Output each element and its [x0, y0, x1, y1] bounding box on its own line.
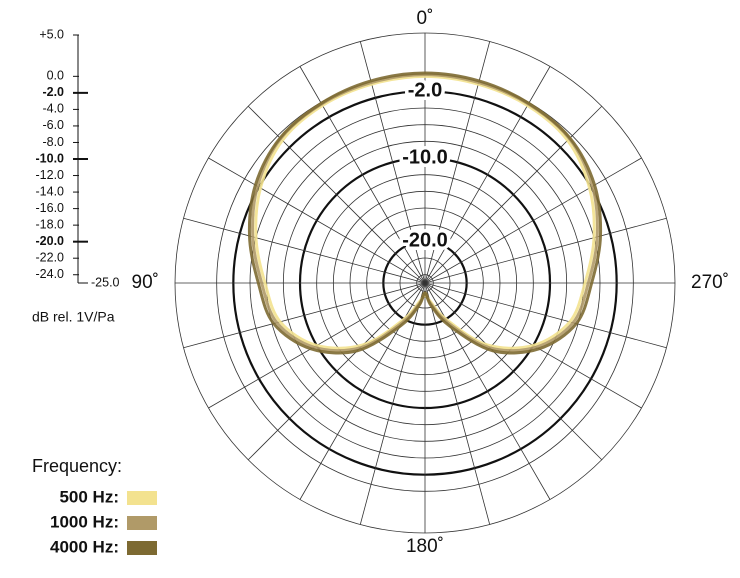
scale-label: -20.0 [36, 234, 65, 248]
scale-label: -12.0 [36, 168, 65, 182]
scale-label: -18.0 [36, 217, 65, 231]
legend-swatch [127, 516, 157, 530]
scale-label: -10.0 [36, 151, 65, 165]
spoke [424, 157, 642, 284]
scale-label: -25.0 [91, 275, 120, 289]
scale-label: +5.0 [39, 27, 64, 41]
spoke [208, 157, 426, 284]
scale-label: -14.0 [36, 184, 65, 198]
spoke [424, 282, 667, 349]
spoke [359, 282, 426, 525]
pattern-curve [254, 74, 596, 350]
scale-label: -24.0 [36, 267, 65, 281]
legend-title: Frequency: [32, 456, 122, 476]
scale-label: -4.0 [42, 102, 64, 116]
legend-label: 500 Hz: [59, 487, 119, 506]
spoke [424, 217, 667, 284]
legend-swatch [127, 491, 157, 505]
spoke [247, 105, 426, 284]
angle-label: 0˚ [417, 8, 434, 29]
spoke [183, 282, 426, 349]
angle-label: 270˚ [691, 272, 729, 293]
ring-label: -20.0 [402, 230, 448, 252]
legend-label: 1000 Hz: [50, 512, 119, 531]
ring-label: -10.0 [402, 146, 448, 168]
spoke [183, 217, 426, 284]
spoke [424, 282, 491, 525]
ring-label: -2.0 [408, 80, 442, 102]
legend-swatch [127, 541, 157, 555]
scale-label: -2.0 [42, 85, 64, 99]
scale-label: 0.0 [47, 69, 64, 83]
scale-label: -8.0 [42, 135, 64, 149]
axis-label: dB rel. 1V/Pa [32, 309, 115, 325]
scale-label: -6.0 [42, 118, 64, 132]
spoke [424, 105, 603, 284]
scale-label: -16.0 [36, 201, 65, 215]
angle-label: 90˚ [132, 272, 159, 293]
scale-label: -22.0 [36, 250, 65, 264]
spoke [247, 282, 426, 461]
spoke [424, 282, 603, 461]
pattern-curve [247, 71, 603, 355]
legend-label: 4000 Hz: [50, 537, 119, 556]
angle-label: 180˚ [406, 536, 444, 557]
